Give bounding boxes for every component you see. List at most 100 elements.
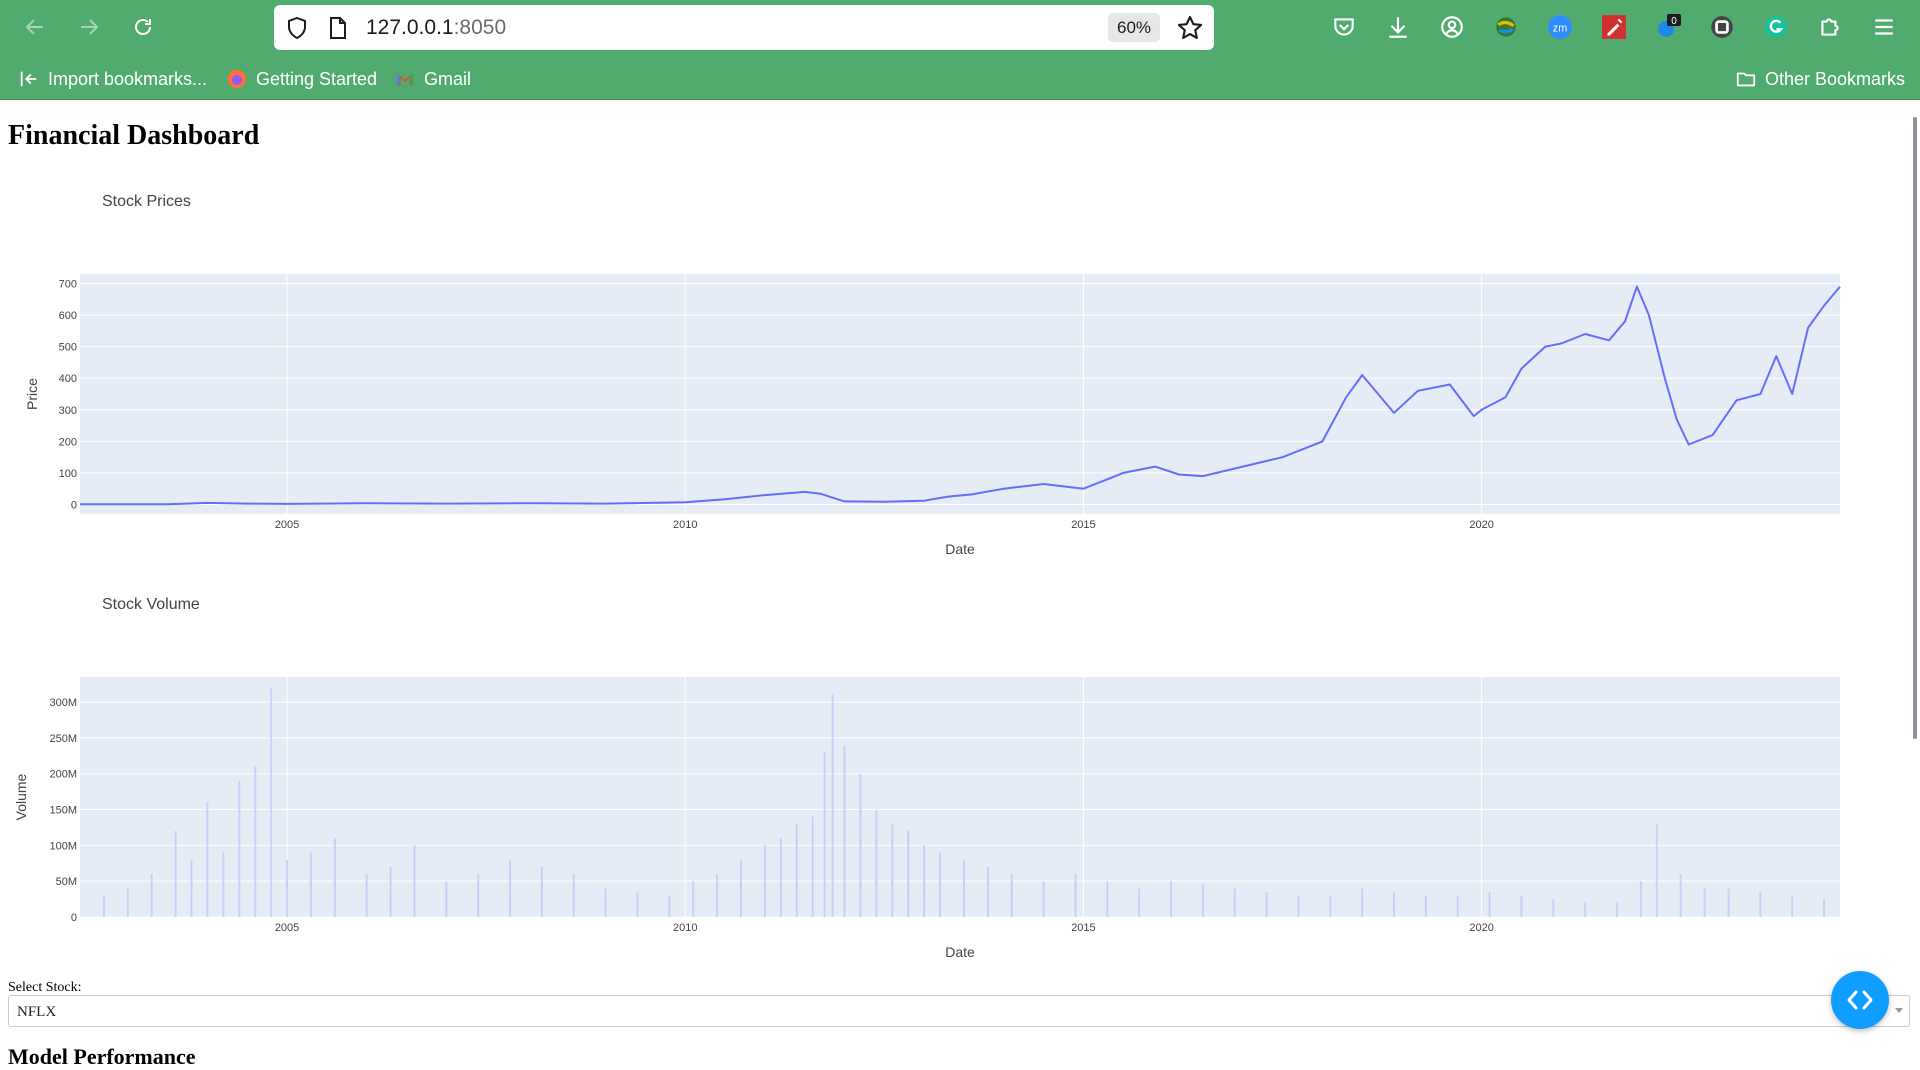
stock-select-dropdown[interactable]: NFLX [8, 995, 1910, 1027]
volume-bar [1329, 895, 1332, 917]
volume-bar [875, 809, 878, 917]
y-tick-label: 200M [49, 769, 77, 781]
volume-bar [986, 866, 989, 917]
x-tick-label: 2015 [1071, 519, 1095, 531]
volume-bar [1791, 895, 1794, 917]
star-icon[interactable] [1176, 14, 1204, 42]
volume-bar [365, 874, 368, 917]
import-icon [20, 71, 37, 87]
volume-bar [1823, 899, 1826, 917]
plot-area [80, 677, 1840, 917]
x-tick-label: 2010 [673, 519, 697, 531]
y-tick-label: 250M [49, 733, 77, 745]
volume-bar [270, 687, 273, 917]
firefox-icon [227, 69, 247, 89]
x-tick-label: 2005 [275, 519, 299, 531]
volume-bar [795, 823, 798, 917]
volume-bar [763, 845, 766, 917]
page-scrollbar[interactable] [1913, 117, 1917, 739]
grammarly-icon[interactable] [1761, 12, 1791, 42]
y-tick-label: 50M [56, 876, 77, 888]
volume-bar [190, 859, 193, 917]
bookmark-getting-started[interactable]: Getting Started [226, 66, 377, 92]
dropdown-arrow-icon[interactable] [1895, 1008, 1903, 1013]
url-text[interactable]: 127.0.0.1:8050 [366, 16, 506, 40]
volume-bar [692, 881, 695, 917]
volume-bar [126, 888, 129, 917]
page-title: Financial Dashboard [8, 120, 260, 151]
dash-debug-button[interactable] [1831, 971, 1889, 1029]
shield-icon[interactable] [286, 16, 308, 40]
y-tick-label: 100 [59, 468, 77, 480]
badge-extension-icon[interactable]: 0 [1653, 12, 1683, 42]
menu-icon[interactable] [1869, 12, 1899, 42]
back-icon[interactable] [18, 10, 52, 44]
page-icon[interactable] [328, 16, 348, 40]
volume-bar [843, 745, 846, 917]
stock-price-chart: Stock Prices 0 100 200 300 400 500 600 700 2005 20… [24, 193, 1841, 557]
zoom-level-badge[interactable]: 60% [1108, 13, 1160, 42]
dashboard-page: Financial Dashboard Stock Prices 0 100 200 3… [0, 100, 1920, 1069]
volume-bar [572, 874, 575, 917]
chart-title: Stock Prices [102, 193, 191, 210]
chart-title: Stock Volume [102, 596, 200, 613]
volume-bar [540, 866, 543, 917]
pocket-icon[interactable] [1329, 12, 1359, 42]
volume-bar [1042, 881, 1045, 917]
volume-bar [1456, 895, 1459, 917]
bookmark-gmail[interactable]: Gmail [394, 66, 471, 92]
y-tick-label: 200 [59, 436, 77, 448]
zoom-extension-icon[interactable]: zm [1545, 12, 1575, 42]
volume-bar [1584, 902, 1587, 917]
account-icon[interactable] [1437, 12, 1467, 42]
reload-icon[interactable] [126, 10, 160, 44]
y-tick-label: 0 [71, 912, 77, 924]
extensions-puzzle-icon[interactable] [1815, 12, 1845, 42]
volume-bar [254, 766, 257, 917]
download-icon[interactable] [1383, 12, 1413, 42]
bookmark-import[interactable]: Import bookmarks... [18, 66, 207, 92]
y-tick-label: 400 [59, 373, 77, 385]
volume-bar [509, 859, 512, 917]
forward-icon[interactable] [72, 10, 106, 44]
volume-bar [174, 831, 177, 917]
globe-extension-icon[interactable] [1491, 12, 1521, 42]
y-tick-label: 100M [49, 840, 77, 852]
volume-bar [1233, 888, 1236, 917]
select-stock-label: Select Stock: [8, 980, 82, 995]
volume-bar [1393, 891, 1396, 917]
volume-bar [1520, 895, 1523, 917]
volume-bar [1361, 888, 1364, 917]
y-tick-label: 300 [59, 405, 77, 417]
volume-bar [1138, 888, 1141, 917]
selected-stock-value: NFLX [17, 1004, 57, 1020]
x-tick-label: 2020 [1469, 922, 1493, 934]
bookmark-import-label: Import bookmarks... [48, 68, 208, 89]
volume-bar [1010, 874, 1013, 917]
extension-badge-count: 0 [1671, 16, 1677, 27]
square-extension-icon[interactable] [1707, 12, 1737, 42]
volume-bar [1074, 874, 1077, 917]
pen-extension-icon[interactable] [1599, 12, 1629, 42]
y-tick-label: 600 [59, 310, 77, 322]
url-host: 127.0.0.1 [366, 16, 454, 39]
volume-bar [811, 816, 814, 917]
volume-bar [1679, 874, 1682, 917]
volume-bar [1488, 891, 1491, 917]
y-tick-label: 0 [71, 500, 77, 512]
url-bar[interactable]: 127.0.0.1:8050 60% [274, 5, 1214, 50]
volume-bar [859, 773, 862, 917]
x-axis-label: Date [945, 541, 975, 557]
y-axis-label: Volume [13, 773, 29, 820]
bookmark-gmail-label: Gmail [424, 68, 472, 89]
volume-bar [604, 888, 607, 917]
volume-bar [1106, 881, 1109, 917]
other-bookmarks[interactable]: Other Bookmarks [1735, 66, 1905, 92]
volume-bar [1639, 881, 1642, 917]
volume-bar [1759, 891, 1762, 917]
volume-bar [668, 895, 671, 917]
volume-bar [1552, 899, 1555, 917]
bookmarks-bar: Import bookmarks... Getting Started Gmai… [0, 62, 1920, 94]
volume-bar [939, 852, 942, 917]
y-tick-label: 150M [49, 805, 77, 817]
